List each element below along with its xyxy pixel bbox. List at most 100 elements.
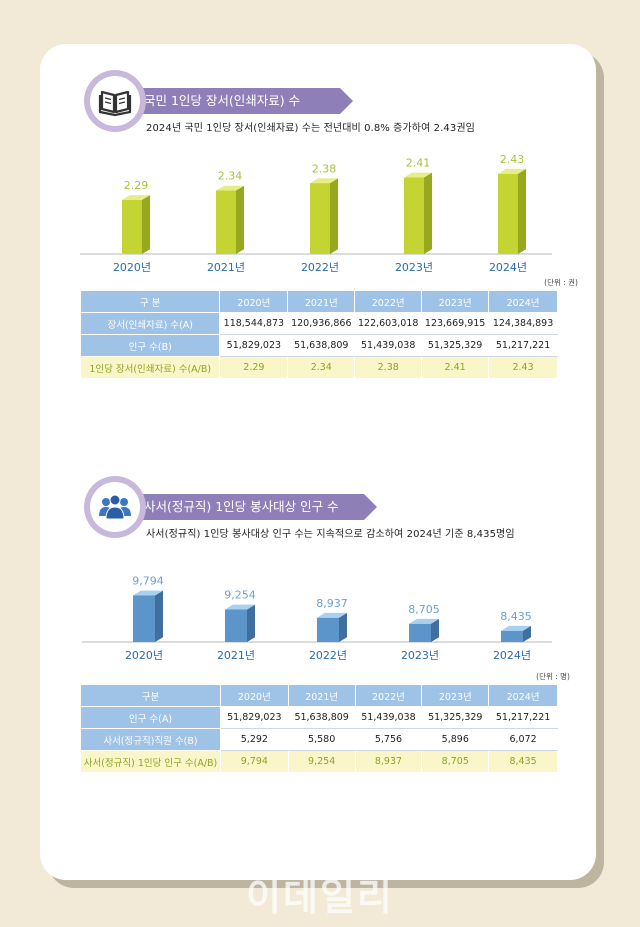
table-header-cell: 2022년 xyxy=(355,291,422,313)
bar xyxy=(501,631,523,642)
bar-side xyxy=(236,186,244,254)
section2-title: 사서(정규직) 1인당 봉사대상 인구 수 xyxy=(144,499,339,514)
section1-subtitle: 2024년 국민 1인당 장서(인쇄자료) 수는 전년대비 0.8% 증가하여 … xyxy=(146,119,475,134)
table-cell: 51,829,023 xyxy=(220,335,288,357)
table-cell: 2.29 xyxy=(220,357,288,379)
table-cell: 123,669,915 xyxy=(422,313,489,335)
table-cell: 51,217,221 xyxy=(489,707,558,729)
table-header-cell: 2023년 xyxy=(422,291,489,313)
category-label: 2023년 xyxy=(401,649,439,662)
row-label: 사서(정규직)직원 수(B) xyxy=(81,729,221,751)
table-cell: 51,325,329 xyxy=(422,707,489,729)
table-cell: 5,292 xyxy=(220,729,288,751)
table-header-row: 구 분 2020년 2021년 2022년 2023년 2024년 xyxy=(81,291,558,313)
table-cell: 122,603,018 xyxy=(355,313,422,335)
section1-title-banner: 국민 1인당 장서(인쇄자료) 수 xyxy=(118,88,340,114)
table-cell: 51,638,809 xyxy=(288,707,355,729)
bar-side xyxy=(142,195,150,254)
table-cell: 51,829,023 xyxy=(220,707,288,729)
table-header-cell: 2020년 xyxy=(220,685,288,707)
table-row: 장서(인쇄자료) 수(A) 118,544,873 120,936,866 12… xyxy=(81,313,558,335)
table-cell: 118,544,873 xyxy=(220,313,288,335)
table-header-row: 구분 2020년 2021년 2022년 2023년 2024년 xyxy=(81,685,558,707)
table-cell: 120,936,866 xyxy=(288,313,355,335)
row-label: 장서(인쇄자료) 수(A) xyxy=(81,313,220,335)
table-cell: 8,705 xyxy=(422,751,489,773)
category-label: 2020년 xyxy=(113,261,151,274)
section2-subtitle: 사서(정규직) 1인당 봉사대상 인구 수는 지속적으로 감소하여 2024년 … xyxy=(146,525,515,540)
table-cell: 5,896 xyxy=(422,729,489,751)
table-header-cell: 구분 xyxy=(81,685,221,707)
data-label: 9,254 xyxy=(224,589,256,602)
table-header-cell: 2022년 xyxy=(355,685,422,707)
data-label: 8,435 xyxy=(500,610,532,623)
bar-side xyxy=(247,605,255,642)
bar-side xyxy=(330,178,338,254)
table-cell: 6,072 xyxy=(489,729,558,751)
row-label: 인구 수(A) xyxy=(81,707,221,729)
table-cell: 124,384,893 xyxy=(489,313,558,335)
books-per-capita-bar-chart: 2.292020년2.342021년2.382022년2.412023년2.43… xyxy=(80,140,556,278)
population-per-librarian-bar-chart: 9,7942020년9,2542021년8,9372022년8,7052023년… xyxy=(80,554,556,666)
watermark-logo: 이데일리 xyxy=(0,866,640,921)
book-icon xyxy=(90,76,140,126)
category-label: 2022년 xyxy=(301,261,339,274)
table-row: 인구 수(A) 51,829,023 51,638,809 51,439,038… xyxy=(81,707,558,729)
table-header-cell: 2020년 xyxy=(220,291,288,313)
bar-side xyxy=(424,173,432,254)
table-row: 사서(정규직)직원 수(B) 5,292 5,580 5,756 5,896 6… xyxy=(81,729,558,751)
table-cell: 5,756 xyxy=(355,729,422,751)
data-label: 2.29 xyxy=(124,179,149,192)
data-label: 2.41 xyxy=(406,157,431,170)
section2-title-banner: 사서(정규직) 1인당 봉사대상 인구 수 xyxy=(118,494,364,520)
table-cell: 8,435 xyxy=(489,751,558,773)
category-label: 2020년 xyxy=(125,649,163,662)
section2-unit: (단위 : 명) xyxy=(536,671,570,682)
bar xyxy=(122,200,142,254)
section1-title: 국민 1인당 장서(인쇄자료) 수 xyxy=(144,93,300,108)
table-cell: 51,217,221 xyxy=(489,335,558,357)
population-per-librarian-table: 구분 2020년 2021년 2022년 2023년 2024년 인구 수(A)… xyxy=(80,684,558,773)
table-header-cell: 2021년 xyxy=(288,685,355,707)
books-per-capita-table: 구 분 2020년 2021년 2022년 2023년 2024년 장서(인쇄자… xyxy=(80,290,558,379)
infographic-card: 국민 1인당 장서(인쇄자료) 수 2024년 국민 1인당 장서(인쇄자료) … xyxy=(40,44,596,880)
section1-unit: (단위 : 권) xyxy=(544,277,578,288)
table-cell: 5,580 xyxy=(288,729,355,751)
data-label: 8,705 xyxy=(408,603,440,616)
category-label: 2021년 xyxy=(207,261,245,274)
row-label: 사서(정규직) 1인당 인구 수(A/B) xyxy=(81,751,221,773)
bar-side xyxy=(339,613,347,642)
category-label: 2024년 xyxy=(489,261,527,274)
row-label: 인구 수(B) xyxy=(81,335,220,357)
category-label: 2024년 xyxy=(493,649,531,662)
bar xyxy=(317,618,339,642)
bar xyxy=(498,174,518,254)
people-icon-badge xyxy=(84,476,146,538)
table-header-cell: 2024년 xyxy=(489,685,558,707)
data-label: 9,794 xyxy=(132,575,164,588)
table-cell: 51,439,038 xyxy=(355,335,422,357)
bar xyxy=(216,191,236,254)
table-cell: 51,638,809 xyxy=(288,335,355,357)
table-cell: 2.38 xyxy=(355,357,422,379)
table-cell: 2.43 xyxy=(489,357,558,379)
table-cell: 2.34 xyxy=(288,357,355,379)
table-row: 인구 수(B) 51,829,023 51,638,809 51,439,038… xyxy=(81,335,558,357)
data-label: 2.34 xyxy=(218,170,243,183)
table-cell: 8,937 xyxy=(355,751,422,773)
table-cell: 9,794 xyxy=(220,751,288,773)
bar xyxy=(133,595,155,642)
bar-side xyxy=(155,591,163,642)
book-icon-badge xyxy=(84,70,146,132)
category-label: 2022년 xyxy=(309,649,347,662)
table-cell: 51,325,329 xyxy=(422,335,489,357)
bar xyxy=(409,624,431,642)
table-header-cell: 2024년 xyxy=(489,291,558,313)
row-label: 1인당 장서(인쇄자료) 수(A/B) xyxy=(81,357,220,379)
table-result-row: 1인당 장서(인쇄자료) 수(A/B) 2.29 2.34 2.38 2.41 … xyxy=(81,357,558,379)
table-cell: 2.41 xyxy=(422,357,489,379)
table-header-cell: 구 분 xyxy=(81,291,220,313)
table-header-cell: 2023년 xyxy=(422,685,489,707)
data-label: 2.43 xyxy=(500,153,525,166)
table-result-row: 사서(정규직) 1인당 인구 수(A/B) 9,794 9,254 8,937 … xyxy=(81,751,558,773)
